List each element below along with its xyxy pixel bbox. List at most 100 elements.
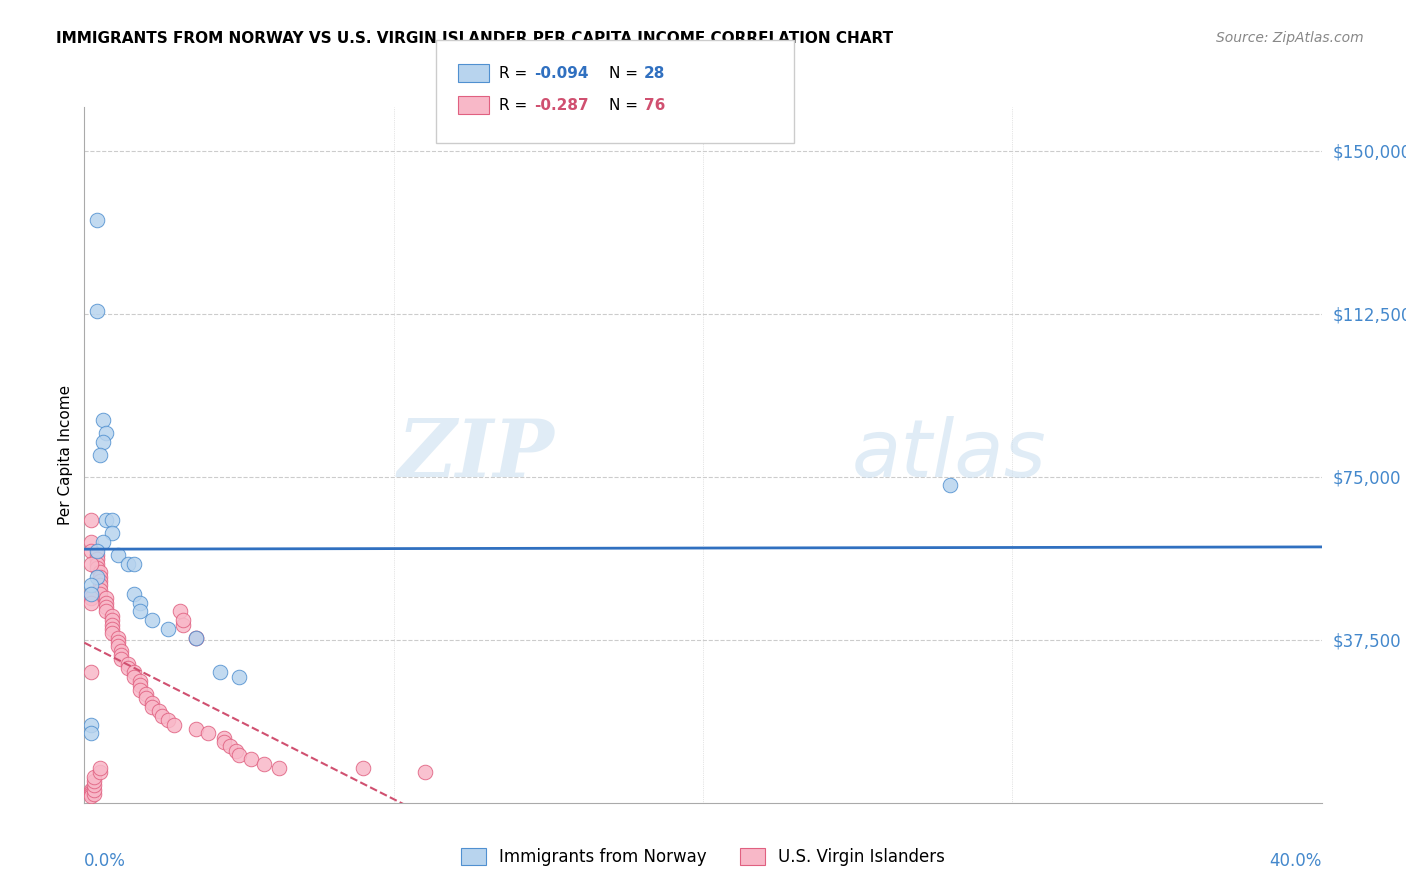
Point — [269, 761, 291, 775]
Point — [184, 722, 207, 736]
Point — [107, 631, 129, 645]
Point — [83, 782, 105, 797]
Point — [83, 770, 105, 784]
Point — [94, 596, 117, 610]
Point — [79, 717, 101, 731]
Text: N =: N = — [609, 66, 643, 80]
Point — [141, 696, 163, 710]
Point — [79, 591, 101, 606]
Point — [86, 548, 108, 562]
Y-axis label: Per Capita Income: Per Capita Income — [58, 384, 73, 525]
Point — [94, 513, 117, 527]
Text: -0.094: -0.094 — [534, 66, 589, 80]
Point — [101, 613, 124, 627]
Point — [184, 631, 207, 645]
Point — [89, 574, 111, 588]
Point — [148, 705, 170, 719]
Text: 40.0%: 40.0% — [1270, 852, 1322, 870]
Point — [150, 708, 173, 723]
Point — [141, 613, 163, 627]
Point — [101, 526, 124, 541]
Point — [107, 635, 129, 649]
Point — [172, 613, 194, 627]
Point — [352, 761, 374, 775]
Point — [228, 670, 250, 684]
Point — [89, 566, 111, 580]
Text: 76: 76 — [644, 98, 665, 112]
Point — [94, 591, 117, 606]
Point — [86, 304, 108, 318]
Point — [122, 670, 145, 684]
Text: ZIP: ZIP — [398, 417, 554, 493]
Point — [91, 413, 114, 427]
Point — [172, 617, 194, 632]
Point — [107, 548, 129, 562]
Point — [89, 765, 111, 780]
Point — [79, 782, 101, 797]
Point — [79, 587, 101, 601]
Point — [209, 665, 232, 680]
Point — [79, 785, 101, 799]
Point — [89, 448, 111, 462]
Point — [129, 674, 152, 689]
Text: 0.0%: 0.0% — [84, 852, 127, 870]
Point — [129, 596, 152, 610]
Text: IMMIGRANTS FROM NORWAY VS U.S. VIRGIN ISLANDER PER CAPITA INCOME CORRELATION CHA: IMMIGRANTS FROM NORWAY VS U.S. VIRGIN IS… — [56, 31, 893, 46]
Point — [156, 622, 179, 636]
Point — [122, 557, 145, 571]
Point — [79, 596, 101, 610]
Point — [79, 726, 101, 740]
Point — [86, 557, 108, 571]
Point — [79, 557, 101, 571]
Point — [86, 543, 108, 558]
Point — [101, 622, 124, 636]
Legend: Immigrants from Norway, U.S. Virgin Islanders: Immigrants from Norway, U.S. Virgin Isla… — [453, 839, 953, 874]
Point — [94, 605, 117, 619]
Point — [163, 717, 186, 731]
Point — [79, 789, 101, 804]
Text: -0.287: -0.287 — [534, 98, 589, 112]
Point — [218, 739, 240, 754]
Point — [89, 582, 111, 597]
Point — [413, 765, 436, 780]
Point — [184, 631, 207, 645]
Text: N =: N = — [609, 98, 643, 112]
Point — [86, 213, 108, 227]
Text: atlas: atlas — [852, 416, 1046, 494]
Point — [117, 661, 139, 675]
Point — [79, 787, 101, 801]
Point — [86, 561, 108, 575]
Point — [122, 587, 145, 601]
Point — [83, 778, 105, 793]
Point — [110, 652, 132, 666]
Point — [253, 756, 276, 771]
Point — [91, 434, 114, 449]
Point — [89, 587, 111, 601]
Point — [110, 643, 132, 657]
Point — [101, 608, 124, 623]
Text: R =: R = — [499, 66, 533, 80]
Point — [156, 713, 179, 727]
Point — [86, 552, 108, 566]
Point — [89, 570, 111, 584]
Point — [212, 735, 235, 749]
Text: Source: ZipAtlas.com: Source: ZipAtlas.com — [1216, 31, 1364, 45]
Point — [101, 513, 124, 527]
Point — [117, 657, 139, 671]
Point — [89, 578, 111, 592]
Point — [117, 557, 139, 571]
Point — [83, 774, 105, 789]
Point — [135, 687, 157, 701]
Point — [939, 478, 962, 492]
Point — [225, 744, 247, 758]
Point — [129, 682, 152, 697]
Point — [169, 605, 191, 619]
Point — [89, 761, 111, 775]
Point — [212, 731, 235, 745]
Point — [79, 578, 101, 592]
Point — [129, 678, 152, 692]
Point — [228, 747, 250, 762]
Text: R =: R = — [499, 98, 533, 112]
Point — [79, 543, 101, 558]
Point — [79, 587, 101, 601]
